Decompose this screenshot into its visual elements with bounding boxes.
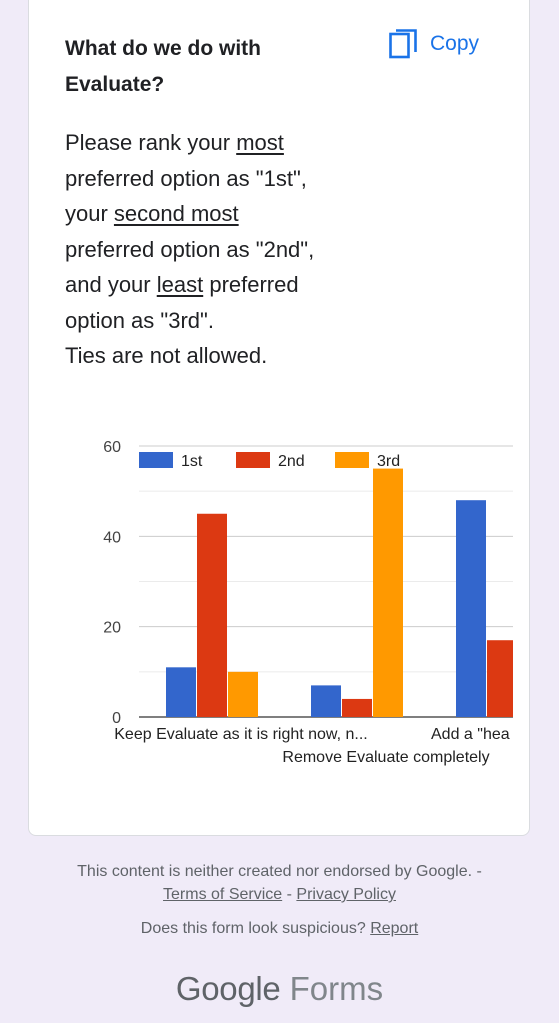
label-clip-mask [513,719,529,749]
desc-underline-second-most: second most [113,201,239,226]
disclaimer-text: This content is neither created nor endo… [77,863,482,880]
copy-icon [389,29,417,59]
brand-google: Google [175,970,281,1007]
desc-underline-most: most [236,130,284,155]
suspicious-text: Does this form look suspicious? [140,920,371,937]
x-category-label: Keep Evaluate as it is right now, n... [114,726,367,743]
desc-text: preferred option as "1st", [65,165,307,191]
brand-forms: Forms [289,970,384,1007]
legend-label-1st: 1st [181,453,203,470]
legend-swatch-2nd [236,452,270,468]
privacy-link[interactable]: Privacy Policy [296,886,396,903]
y-tick-label: 60 [103,439,121,456]
y-tick-label: 0 [112,710,121,727]
desc-underline-least: least [156,272,204,297]
ranking-bar-chart: 0 20 40 60 Keep Evaluate as it is right now,… [103,439,529,766]
legend-swatch-1st [139,452,173,468]
legend-label-3rd: 3rd [377,453,400,470]
desc-text: Ties are not allowed. [65,343,268,368]
copy-label: Copy [430,32,480,55]
bar-2nd-0 [197,513,227,717]
desc-text: preferred option as "2nd", [65,236,315,262]
terms-link[interactable]: Terms of Service [163,886,283,903]
question-card: What do we do with Evaluate? Copy Please… [28,0,530,836]
x-category-label: Add a "hea [431,726,510,743]
desc-text: your [65,201,114,226]
report-link[interactable]: Report [370,920,419,937]
x-category-label: Remove Evaluate completely [282,749,489,766]
desc-text: preferred [203,272,299,297]
bar-1st-0 [166,667,196,717]
legend-swatch-3rd [335,452,369,468]
copy-button[interactable]: Copy [389,27,479,61]
legend-label-2nd: 2nd [278,453,305,470]
y-tick-label: 40 [103,529,121,546]
bar-1st-1 [311,685,341,717]
question-description: Please rank your most preferred option a… [65,125,395,374]
footer-disclaimer: This content is neither created nor endo… [0,860,559,906]
desc-text: option as "3rd". [65,307,214,333]
bar-2nd-2 [487,640,513,717]
google-forms-logo[interactable]: Google Forms [0,970,559,1008]
bar-2nd-1 [342,698,372,717]
y-tick-label: 20 [103,620,121,637]
desc-text: and your [65,272,157,297]
link-separator: - [282,886,297,903]
question-title: What do we do with Evaluate? [65,37,261,96]
bar-3rd-1 [373,468,403,717]
desc-text: Please rank your [65,130,237,155]
bar-1st-2 [456,500,486,717]
report-line: Does this form look suspicious? Report [0,920,559,938]
bar-3rd-0 [228,671,258,717]
